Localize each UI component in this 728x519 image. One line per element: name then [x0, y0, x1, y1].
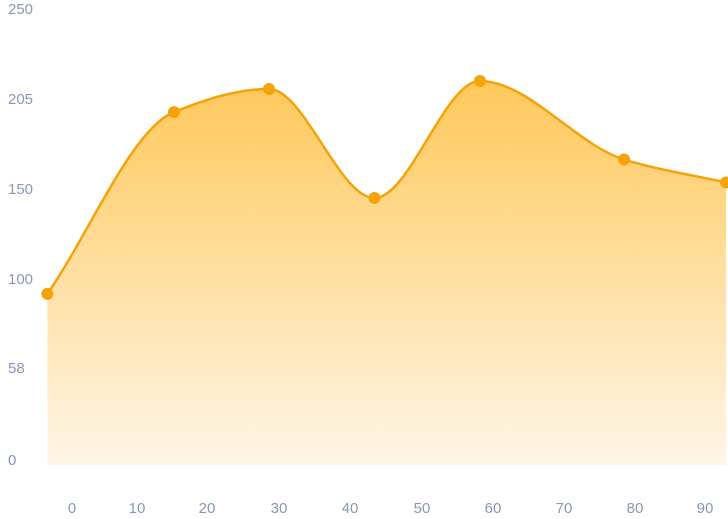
x-tick-label: 20 [199, 500, 216, 517]
data-point [262, 83, 275, 95]
data-point [720, 176, 728, 189]
x-tick-label: 50 [414, 500, 431, 517]
x-tick-label: 70 [556, 500, 573, 517]
x-tick-label: 60 [485, 500, 502, 517]
data-point [368, 192, 381, 204]
y-axis: 250 205 150 100 58 0 [8, 1, 33, 469]
y-tick-label: 205 [8, 91, 33, 108]
y-tick-label: 0 [8, 452, 16, 469]
x-tick-label: 30 [271, 500, 288, 517]
y-tick-label: 58 [8, 360, 25, 377]
data-points [41, 75, 728, 300]
data-point [41, 287, 54, 300]
x-axis: 0 10 20 30 40 50 60 70 80 90 [68, 500, 714, 517]
x-tick-label: 0 [68, 500, 76, 517]
x-tick-label: 40 [342, 500, 359, 517]
y-tick-label: 150 [8, 181, 33, 198]
x-tick-label: 10 [129, 500, 146, 517]
data-point [167, 106, 180, 119]
x-tick-label: 80 [627, 500, 644, 517]
y-tick-label: 250 [8, 1, 33, 18]
data-point [473, 75, 486, 87]
y-tick-label: 100 [8, 271, 33, 288]
x-tick-label: 90 [697, 500, 714, 517]
area-fill [47, 81, 727, 465]
data-point [618, 153, 631, 166]
